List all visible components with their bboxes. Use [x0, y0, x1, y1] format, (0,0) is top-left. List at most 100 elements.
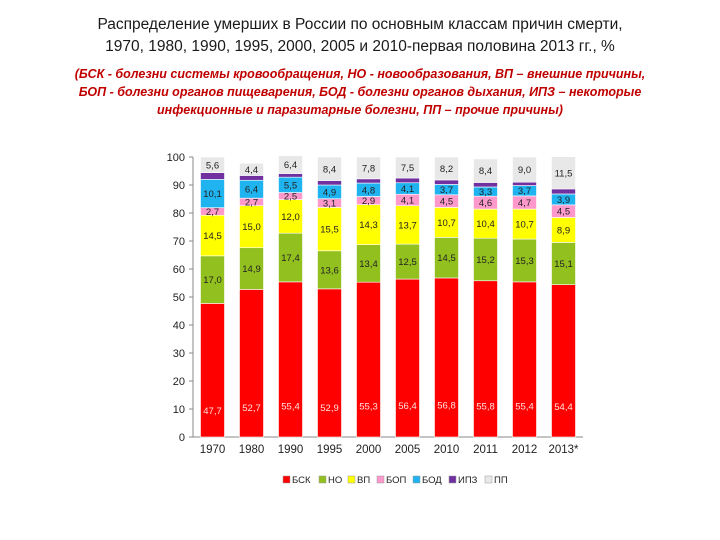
- data-label: 8,4: [323, 164, 336, 175]
- bar-segment: [395, 177, 420, 184]
- bar-segment: [278, 232, 303, 283]
- data-label: 4,5: [557, 207, 570, 218]
- bar-segment: [239, 175, 264, 181]
- x-tick-label: 2010: [434, 444, 460, 456]
- data-label: 8,9: [557, 225, 570, 236]
- bar-segment: [356, 204, 381, 245]
- data-label: 5,5: [284, 180, 297, 191]
- y-tick-label: 70: [173, 236, 185, 248]
- y-tick-label: 30: [173, 348, 185, 360]
- x-tick-label: 1990: [278, 444, 304, 456]
- bar-segment: [473, 208, 498, 239]
- y-tick-label: 0: [179, 432, 185, 444]
- x-tick-label: 1995: [317, 444, 343, 456]
- data-label: 17,0: [203, 275, 222, 286]
- data-label: 2,7: [245, 197, 258, 208]
- data-label: 15,1: [554, 259, 573, 270]
- data-label: 12,0: [281, 212, 300, 223]
- y-tick-label: 80: [173, 208, 185, 220]
- data-label: 52,7: [242, 403, 261, 414]
- bar-segment: [200, 156, 225, 173]
- bar-segment: [317, 207, 342, 252]
- bar-segment: [239, 162, 264, 176]
- x-tick-label: 2000: [356, 444, 382, 456]
- data-label: 15,2: [476, 255, 495, 266]
- y-tick-label: 100: [167, 152, 185, 164]
- data-label: 15,0: [242, 222, 261, 233]
- bar-segment: [200, 172, 225, 180]
- y-tick-label: 10: [173, 404, 185, 416]
- legend-label: БСК: [292, 475, 311, 486]
- bar-segment: [395, 205, 420, 245]
- bar-segment: [473, 280, 498, 438]
- data-label: 52,9: [320, 403, 339, 414]
- data-label: 55,4: [515, 401, 534, 412]
- chart-title-line-1: Распределение умерших в России по основн…: [97, 16, 623, 33]
- legend-label: НО: [328, 475, 342, 486]
- data-label: 3,9: [557, 195, 570, 206]
- bar-segment: [473, 158, 498, 183]
- bar-segment: [434, 179, 459, 185]
- data-label: 9,0: [518, 165, 531, 176]
- bar-segment: [317, 180, 342, 186]
- bar-segment: [200, 179, 225, 208]
- data-label: 14,5: [437, 253, 456, 264]
- y-tick-label: 40: [173, 320, 185, 332]
- bar-segment: [278, 155, 303, 174]
- bar-segment: [356, 178, 381, 184]
- chart-title: Распределение умерших в России по основн…: [20, 14, 700, 58]
- data-label: 3,7: [518, 186, 531, 197]
- data-label: 4,4: [245, 165, 258, 176]
- bar-segment: [317, 250, 342, 290]
- bar-segment: [434, 277, 459, 438]
- x-tick-label: 2011: [473, 444, 498, 456]
- chart-subtitle-line-3: инфекционные и паразитарные болезни, ПП …: [157, 103, 563, 117]
- data-label: 7,5: [401, 163, 414, 174]
- y-tick-label: 60: [173, 264, 185, 276]
- legend-label: ПП: [494, 475, 508, 486]
- chart-title-line-2: 1970, 1980, 1990, 1995, 2000, 2005 и 201…: [105, 38, 615, 55]
- data-label: 6,4: [245, 185, 258, 196]
- data-label: 2,7: [206, 207, 219, 218]
- bar-segment: [395, 278, 420, 438]
- bar-segment: [512, 181, 537, 186]
- bar-segment: [317, 288, 342, 438]
- data-label: 13,7: [398, 220, 417, 231]
- data-label: 14,3: [359, 220, 378, 231]
- data-label: 4,1: [401, 184, 414, 195]
- data-label: 4,9: [323, 187, 336, 198]
- data-label: 6,4: [284, 160, 297, 171]
- data-label: 55,3: [359, 402, 378, 413]
- data-label: 8,4: [479, 166, 492, 177]
- data-label: 8,2: [440, 164, 453, 175]
- bar-segment: [278, 281, 303, 438]
- bar-segment: [278, 199, 303, 234]
- bar-segment: [512, 238, 537, 283]
- chart-subtitle: (БСК - болезни системы кровообращения, Н…: [28, 65, 692, 119]
- data-label: 10,1: [203, 189, 222, 200]
- data-label: 14,9: [242, 264, 261, 275]
- x-tick-label: 1970: [200, 444, 226, 456]
- data-label: 3,7: [440, 185, 453, 196]
- data-label: 7,8: [362, 163, 375, 174]
- bar-segment: [395, 156, 420, 179]
- data-label: 13,6: [320, 265, 339, 276]
- chart-subtitle-line-2: БОП - болезни органов пищеварения, БОД -…: [78, 85, 642, 99]
- data-label: 2,5: [284, 192, 297, 203]
- bar-segment: [551, 284, 576, 438]
- data-label: 12,5: [398, 257, 417, 268]
- chart-subtitle-line-1: (БСК - болезни системы кровообращения, Н…: [74, 67, 646, 81]
- data-label: 3,3: [479, 187, 492, 198]
- bar-segment: [200, 214, 225, 257]
- data-label: 54,4: [554, 402, 573, 413]
- legend-swatch: [376, 475, 385, 484]
- data-label: 14,5: [203, 231, 222, 242]
- bar-segment: [473, 182, 498, 188]
- data-label: 4,1: [401, 195, 414, 206]
- data-label: 55,8: [476, 401, 495, 412]
- data-label: 4,8: [362, 185, 375, 196]
- data-label: 55,4: [281, 401, 300, 412]
- bar-segment: [200, 255, 225, 304]
- data-label: 11,5: [555, 168, 573, 179]
